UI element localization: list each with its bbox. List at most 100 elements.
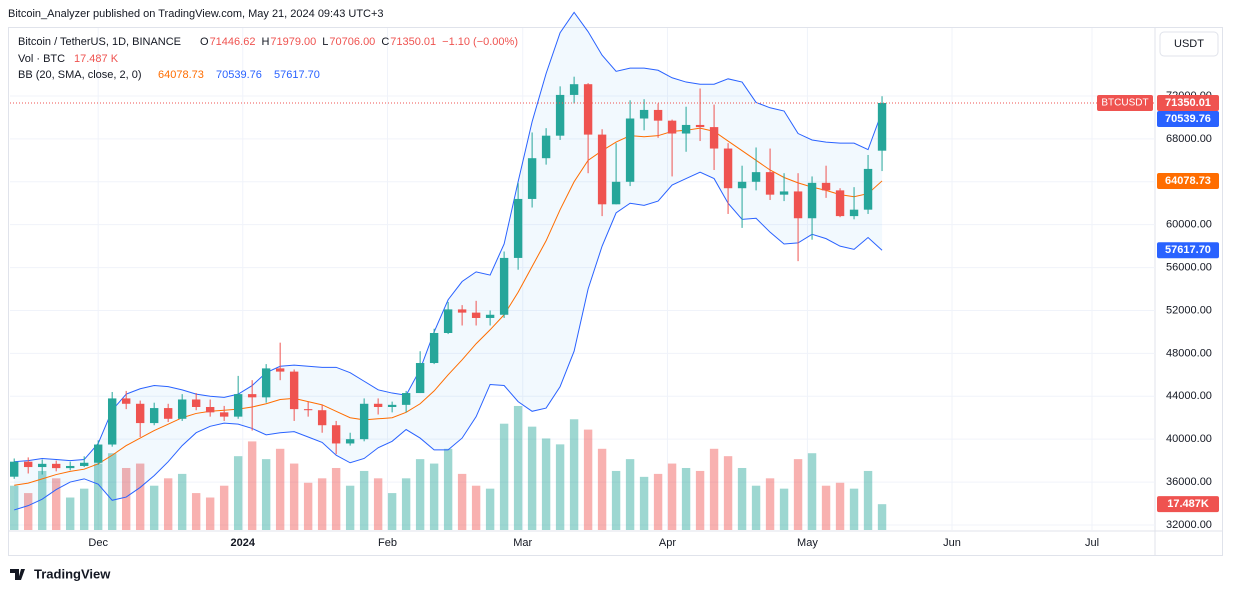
volume-bar <box>877 504 887 530</box>
bb-upper-line <box>14 11 883 463</box>
volume-value: 17.487 K <box>74 53 119 65</box>
band-fill <box>14 12 883 510</box>
candle-body <box>331 425 341 444</box>
candle-body <box>177 399 187 419</box>
frame <box>8 27 1223 556</box>
candle-body <box>219 412 229 417</box>
candle-body <box>303 409 313 411</box>
x-tick-label: Mar <box>513 537 532 549</box>
ohlc-value: 71446.62 <box>210 36 256 48</box>
candle-body <box>527 158 537 199</box>
volume-bar <box>471 485 481 530</box>
candle-body <box>443 309 453 333</box>
candle-body <box>583 84 593 135</box>
candle-body <box>569 84 579 95</box>
bb-title: BB (20, SMA, close, 2, 0) <box>18 69 142 81</box>
price-tag-label: 17.487K <box>1167 498 1209 510</box>
volume-bar <box>653 473 663 530</box>
volume-bar <box>219 485 229 530</box>
candle-body <box>93 444 103 463</box>
volume-bar <box>107 453 117 530</box>
candle-body <box>807 182 817 219</box>
candle-body <box>387 404 397 407</box>
volume-bar <box>10 485 19 530</box>
candle-body <box>149 408 159 424</box>
volume-bar <box>275 448 285 530</box>
volume-bar <box>555 444 565 530</box>
volume-bar <box>821 485 831 530</box>
price-tag <box>1157 94 1219 111</box>
price-tag <box>1157 496 1219 513</box>
volume-bar <box>261 459 271 530</box>
price-tag-label: 57617.70 <box>1165 244 1211 256</box>
volume-bar <box>415 459 425 530</box>
ohlc-value: 71350.01 <box>390 36 436 48</box>
y-tick-label: 52000.00 <box>1166 304 1212 316</box>
volume-bar <box>51 478 61 530</box>
y-tick-label: 60000.00 <box>1166 219 1212 231</box>
candle-body <box>597 134 607 205</box>
candle-body <box>373 403 383 407</box>
candle-body <box>821 182 831 191</box>
y-tick-label: 40000.00 <box>1166 433 1212 445</box>
volume-bar <box>499 423 509 530</box>
volume-bar <box>247 441 257 530</box>
volume-bar <box>401 478 411 530</box>
candle-body <box>737 181 747 189</box>
candle-body <box>233 394 243 417</box>
volume-bar <box>569 419 579 530</box>
volume-bar <box>695 470 705 530</box>
price-tag-label: 64078.73 <box>1165 175 1211 187</box>
candle-body <box>611 181 621 205</box>
candle-body <box>471 312 481 318</box>
candle-body <box>51 463 61 469</box>
symbol-tag-label: BTCUSDT <box>1101 98 1148 109</box>
volume-bar <box>779 488 789 530</box>
volume-bar <box>93 463 103 530</box>
price-tag-label: 70539.76 <box>1165 113 1211 125</box>
volume-bar <box>513 405 523 530</box>
candle-body <box>793 191 803 219</box>
candle-body <box>863 168 873 210</box>
candle-body <box>135 403 145 424</box>
bb-lower: 57617.70 <box>274 69 320 81</box>
volume-bar <box>149 485 159 530</box>
volume-bar <box>387 493 397 530</box>
volume-bar <box>849 488 859 530</box>
ohlc-value: 70706.00 <box>329 36 375 48</box>
volume-bar <box>303 482 313 530</box>
candle-body <box>667 120 677 134</box>
volume-bar <box>835 482 845 530</box>
candle-body <box>401 393 411 405</box>
change: −1.10 (−0.00%) <box>442 36 518 48</box>
currency[interactable]: USDT <box>1174 38 1204 50</box>
ohlc-key: L <box>322 36 328 48</box>
ohlc-key: O <box>200 36 209 48</box>
price-tag-label: 71350.01 <box>1165 97 1211 109</box>
candle-body <box>107 398 117 445</box>
volume-bar <box>345 485 355 530</box>
candle-body <box>163 408 173 419</box>
volume-bar <box>667 463 677 530</box>
candle-body <box>681 124 691 134</box>
volume-bar <box>793 459 803 530</box>
candle-body <box>513 198 523 258</box>
currency-button[interactable] <box>1159 31 1219 57</box>
candle-body <box>751 172 761 182</box>
volume-bar <box>429 463 439 530</box>
candle-body <box>639 109 649 119</box>
volume-bar <box>681 467 691 530</box>
volume-bar <box>863 470 873 530</box>
candle-body <box>317 410 327 426</box>
plot <box>10 11 1155 530</box>
y-tick-label: 56000.00 <box>1166 261 1212 273</box>
x-tick-label: May <box>797 537 818 549</box>
bb-middle: 64078.73 <box>158 69 204 81</box>
y-tick-label: 44000.00 <box>1166 390 1212 402</box>
volume-bar <box>289 463 299 530</box>
candle-body <box>849 209 859 217</box>
candle-body <box>10 461 19 477</box>
volume-bar <box>709 448 719 530</box>
